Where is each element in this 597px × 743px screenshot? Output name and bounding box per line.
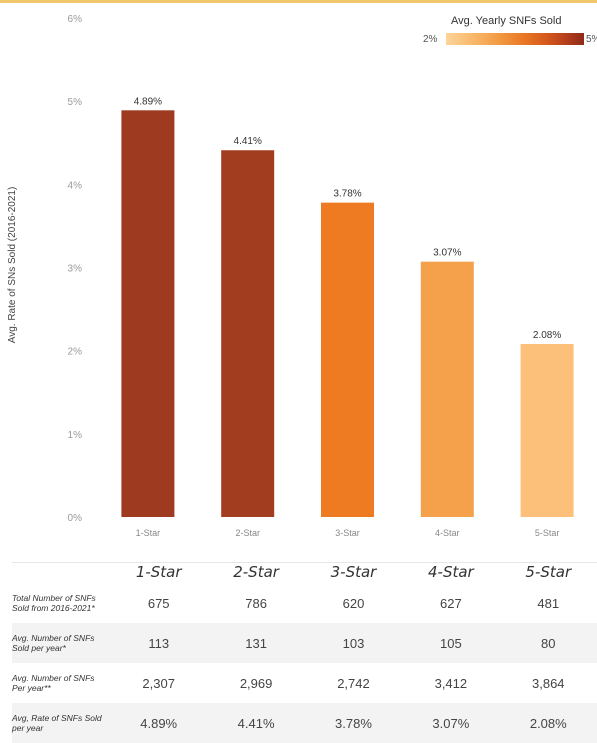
row-label: Avg. Number of SNFs Sold per year*: [12, 623, 110, 663]
table-cell: 481: [537, 595, 560, 611]
y-tick-label: 6%: [68, 14, 83, 25]
table-cell: 2.08%: [499, 703, 597, 743]
table-cell: 3,412: [434, 675, 468, 691]
table-cell: 131: [207, 623, 305, 663]
table-header-cell: 4-Star: [428, 563, 474, 581]
table-cell: 675: [147, 595, 170, 611]
table-row: Avg. Number of SNFs Sold per year* 113 1…: [12, 623, 597, 663]
table-row: Avg, Rate of SNFs Sold per year 4.89% 4.…: [12, 703, 597, 743]
legend-max-label: 5%: [586, 34, 597, 45]
bar: [420, 261, 474, 517]
bar: [121, 110, 175, 517]
bar-value-label: 3.78%: [333, 189, 361, 200]
y-tick-label: 5%: [68, 97, 83, 108]
y-tick-label: 0%: [68, 513, 83, 524]
x-tick-label: 4-Star: [435, 528, 460, 538]
x-tick-label: 5-Star: [535, 528, 560, 538]
x-tick-label: 3-Star: [335, 528, 360, 538]
table-header-cell: 1-Star: [135, 563, 182, 581]
y-tick-label: 4%: [68, 180, 83, 191]
x-axis: 1-Star 2-Star 3-Star 4-Star 5-Star: [136, 528, 560, 538]
table-divider: [12, 562, 597, 563]
table-cell: 105: [402, 623, 500, 663]
table-header-row: 1-Star 2-Star 3-Star 4-Star 5-Star: [12, 561, 597, 583]
legend-min-label: 2%: [423, 34, 438, 45]
color-legend: Avg. Yearly SNFs Sold 2% 5%: [418, 12, 597, 52]
table-cell: 2,742: [337, 675, 370, 691]
table-row: Total Number of SNFs Sold from 2016-2021…: [12, 583, 597, 623]
legend-gradient: [446, 33, 584, 45]
legend-title: Avg. Yearly SNFs Sold: [451, 15, 562, 27]
table-cell: 3.07%: [402, 703, 500, 743]
table-cell: 80: [499, 623, 597, 663]
y-tick-label: 2%: [68, 347, 83, 358]
x-tick-label: 2-Star: [235, 528, 260, 538]
bars: 4.89% 4.41% 3.78% 3.07% 2.08%: [121, 96, 574, 518]
bar-chart: 0% 1% 2% 3% 4% 5% 6% 4.89% 4.41% 3.78% 3.07% 2.08%…: [7, 14, 574, 538]
y-tick-label: 1%: [68, 430, 83, 441]
table-cell: 4.89%: [110, 703, 208, 743]
table-header-cell: 3-Star: [330, 563, 377, 581]
table-cell: 3.78%: [304, 703, 403, 743]
bar: [520, 344, 574, 517]
x-tick-label: 1-Star: [136, 528, 161, 538]
table-header-cell: 2-Star: [233, 563, 279, 581]
table-cell: 627: [440, 595, 462, 611]
y-tick-label: 3%: [68, 264, 83, 275]
table-cell: 4.41%: [207, 703, 305, 743]
top-accent-bar: [0, 0, 597, 3]
row-label: Avg, Rate of SNFs Sold per year: [12, 703, 110, 743]
y-axis: 0% 1% 2% 3% 4% 5% 6%: [68, 14, 83, 524]
table-cell: 620: [342, 595, 365, 611]
y-axis-title: Avg. Rate of SNs Sold (2016-2021): [7, 187, 18, 344]
table-cell: 2,969: [239, 675, 273, 691]
table-row: Avg. Number of SNFs Per year** 2,307 2,9…: [12, 663, 597, 703]
table-cell: 113: [110, 623, 208, 663]
table-cell: 2,307: [142, 675, 175, 691]
bar: [321, 202, 374, 517]
table-cell: 103: [304, 623, 403, 663]
table-corner: [12, 561, 110, 583]
bar-value-label: 2.08%: [533, 330, 561, 341]
bar: [221, 150, 275, 518]
bar-value-label: 4.41%: [234, 136, 262, 147]
table-cell: 3,864: [532, 675, 565, 691]
row-label: Avg. Number of SNFs Per year**: [12, 673, 95, 693]
table-cell: 786: [245, 595, 267, 611]
bar-value-label: 4.89%: [134, 96, 162, 107]
row-label: Total Number of SNFs Sold from 2016-2021…: [12, 593, 96, 613]
summary-table: 1-Star 2-Star 3-Star 4-Star 5-Star Total…: [12, 561, 597, 743]
table-header-cell: 5-Star: [525, 563, 572, 581]
bar-value-label: 3.07%: [433, 248, 461, 259]
